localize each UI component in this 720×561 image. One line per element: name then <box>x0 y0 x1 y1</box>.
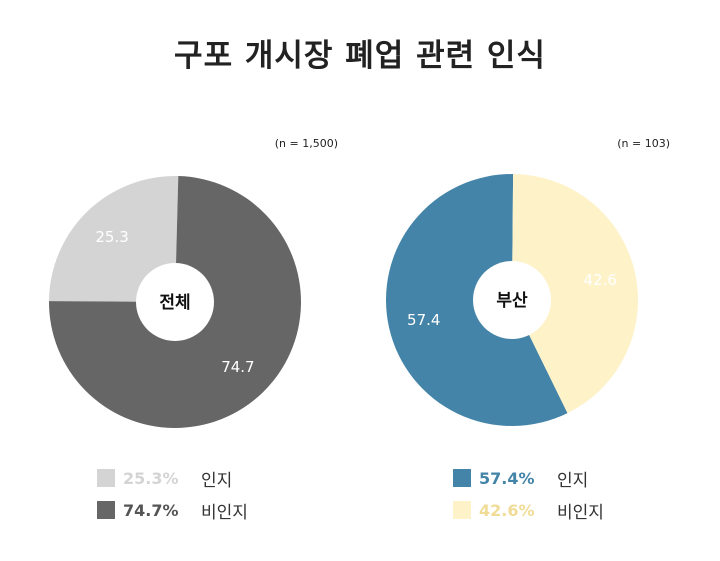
legend-label: 인지 <box>201 470 233 491</box>
legend-busan: 57.4% 인지 42.6% 비인지 <box>453 467 604 531</box>
slice-overall-aware <box>49 176 179 302</box>
legend-item: 57.4% 인지 <box>453 467 604 491</box>
slice-value-label: 74.7 <box>221 358 254 376</box>
legend-percent: 42.6% <box>479 500 535 520</box>
center-label: 부산 <box>496 291 528 311</box>
center-label: 전체 <box>159 293 190 313</box>
legend-percent: 74.7% <box>123 500 179 520</box>
legend-item: 74.7% 비인지 <box>97 499 248 523</box>
donut-hole <box>136 263 214 341</box>
legend-percent: 25.3% <box>123 468 179 488</box>
legend-swatch <box>453 469 471 487</box>
slice-value-label: 57.4 <box>407 311 440 329</box>
donut-chart-overall: (n = 1,500) 전체 25.3 74.7 <box>48 137 338 428</box>
legend-item: 25.3% 인지 <box>97 467 248 491</box>
legend-label: 비인지 <box>201 502 248 523</box>
legend-swatch <box>97 501 115 519</box>
donut-hole <box>473 261 551 339</box>
legend-label: 비인지 <box>557 502 604 523</box>
legend-item: 42.6% 비인지 <box>453 499 604 523</box>
page-title: 구포 개시장 폐업 관련 인식 <box>174 38 546 74</box>
slice-value-label: 42.6 <box>584 271 617 289</box>
slice-value-label: 25.3 <box>95 228 128 246</box>
legend-percent: 57.4% <box>479 468 535 488</box>
legend-swatch <box>97 469 115 487</box>
legend-swatch <box>453 501 471 519</box>
legend-overall: 25.3% 인지 74.7% 비인지 <box>97 467 248 531</box>
legend-label: 인지 <box>557 470 589 491</box>
slice-busan-unaware <box>512 174 639 414</box>
donut-chart-busan: (n = 103) 부산 57.4 42.6 <box>386 137 670 426</box>
sample-size-label: (n = 103) <box>617 137 670 150</box>
sample-size-label: (n = 1,500) <box>275 137 338 150</box>
